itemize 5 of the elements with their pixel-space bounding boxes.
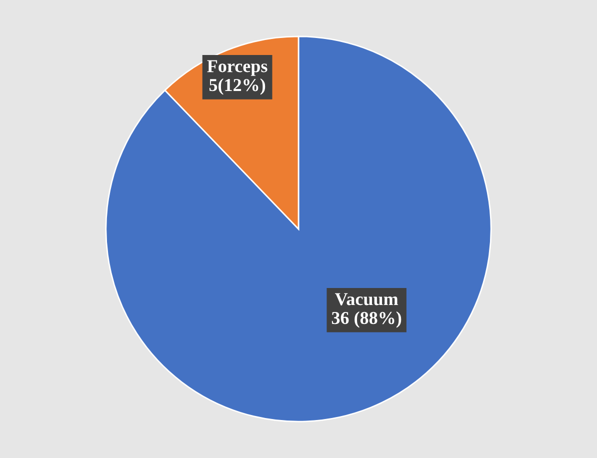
pie-slice (105, 36, 492, 422)
slice-label: Forceps (207, 60, 268, 76)
data-label: 36 (88%) (332, 311, 402, 328)
slice-label: Vacuum (335, 293, 398, 306)
data-label: 5(12%) (209, 78, 266, 95)
